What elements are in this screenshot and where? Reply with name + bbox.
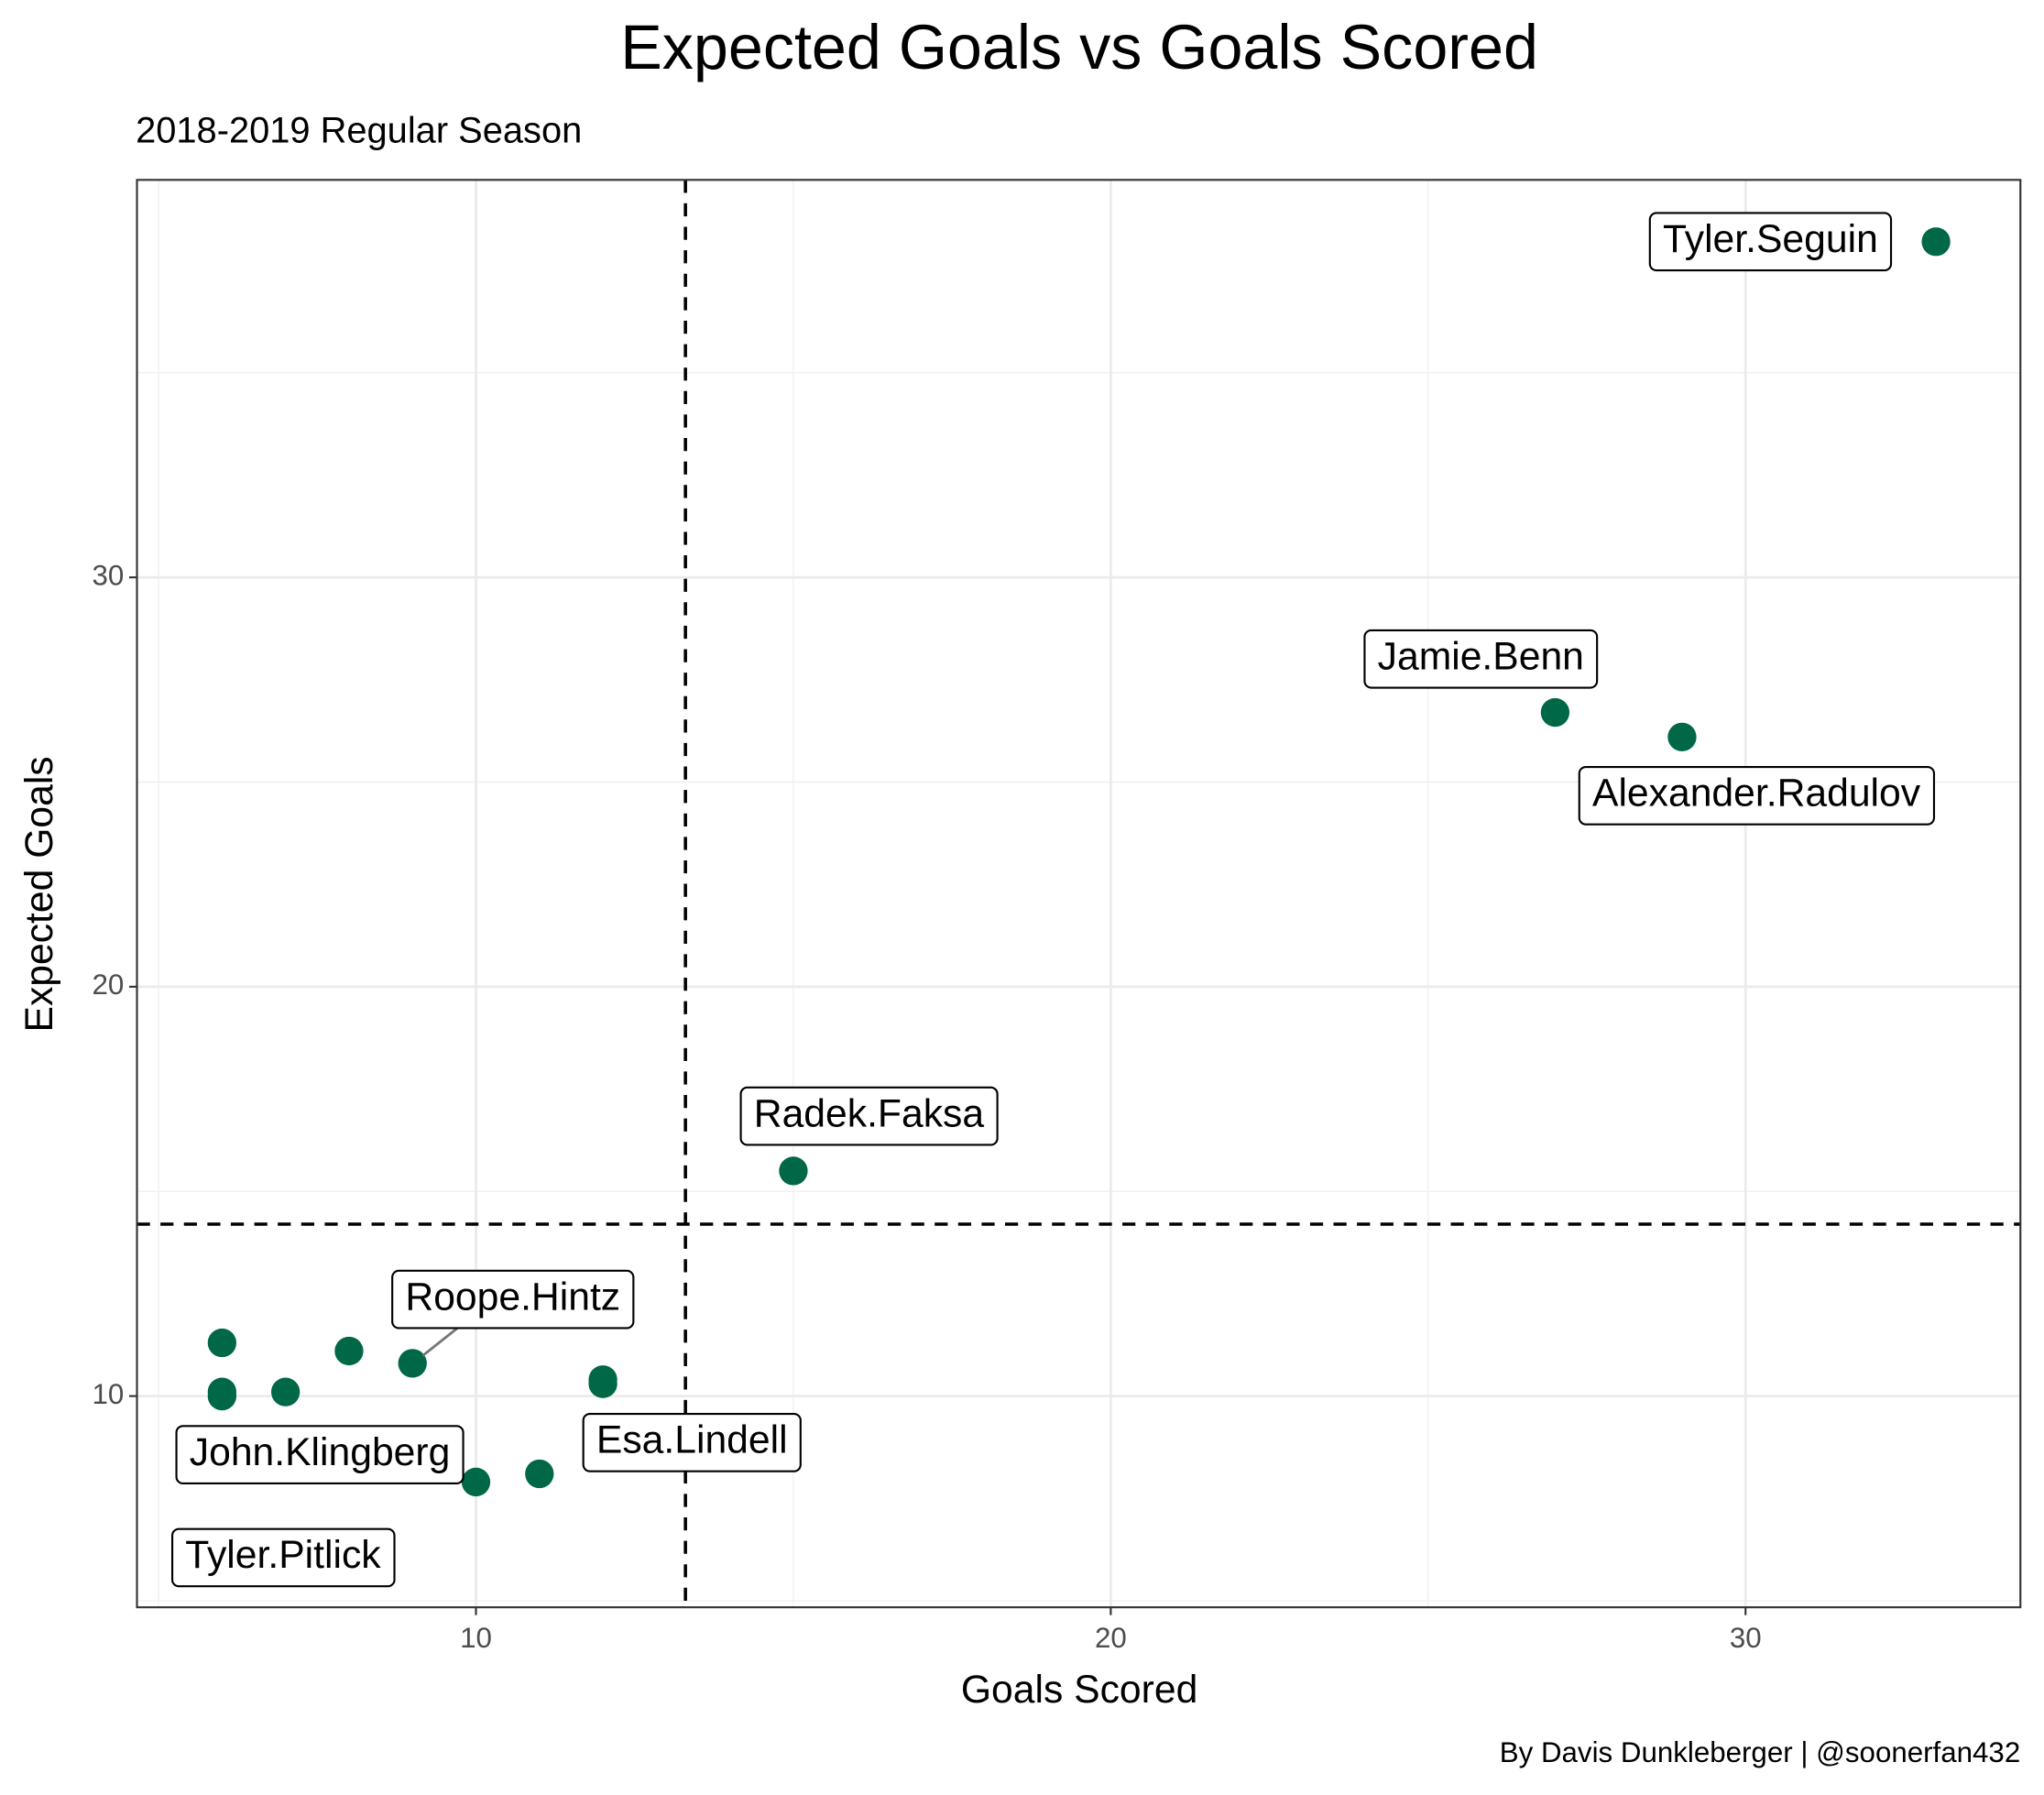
point: [525, 1459, 554, 1489]
label-box: [1363, 629, 1599, 689]
point: [207, 1377, 237, 1406]
plot-border: [136, 179, 2022, 1609]
plot-background: [137, 180, 2021, 1608]
chart-subtitle: 2018-2019 Regular Season: [136, 111, 582, 151]
label-box: [391, 1269, 635, 1330]
label-box: [1578, 766, 1936, 826]
label-box: [170, 1527, 396, 1588]
point-label: Roope.Hintz: [405, 1275, 620, 1319]
x-tick-label: 10: [460, 1622, 492, 1654]
point: [270, 1377, 301, 1406]
x-axis-label: Goals Scored: [961, 1668, 1197, 1712]
point-label: Jamie.Benn: [1378, 634, 1584, 678]
x-tick-label: 30: [1730, 1622, 1762, 1654]
point: [588, 1369, 618, 1398]
point-label: Tyler.Pitlick: [185, 1533, 381, 1577]
point: [334, 1336, 364, 1366]
label-box: [582, 1412, 802, 1472]
label-box: [1648, 212, 1893, 272]
point-label: Radek.Faksa: [754, 1091, 985, 1135]
chart-title: Expected Goals vs Goals Scored: [620, 13, 1538, 82]
label-box: [175, 1425, 465, 1485]
point: [1667, 722, 1697, 752]
label-box: [739, 1086, 999, 1146]
caption: By Davis Dunkleberger | @soonerfan432: [1500, 1736, 2021, 1768]
y-tick-label: 20: [92, 969, 124, 1001]
point: [1921, 227, 1951, 257]
point: [1540, 697, 1570, 728]
x-tick-label: 20: [1095, 1622, 1127, 1654]
label-connector: [421, 1324, 462, 1357]
point: [207, 1328, 237, 1358]
y-tick-label: 10: [92, 1378, 124, 1410]
point-label: John.Klingberg: [190, 1430, 451, 1474]
y-tick-label: 30: [92, 559, 124, 591]
point: [461, 1467, 491, 1497]
point: [779, 1156, 808, 1186]
point-label: Esa.Lindell: [596, 1418, 788, 1462]
point-label: Alexander.Radulov: [1592, 772, 1921, 815]
point: [398, 1349, 427, 1378]
point-label: Tyler.Seguin: [1663, 217, 1878, 261]
y-axis-label: Expected Goals: [17, 756, 61, 1032]
